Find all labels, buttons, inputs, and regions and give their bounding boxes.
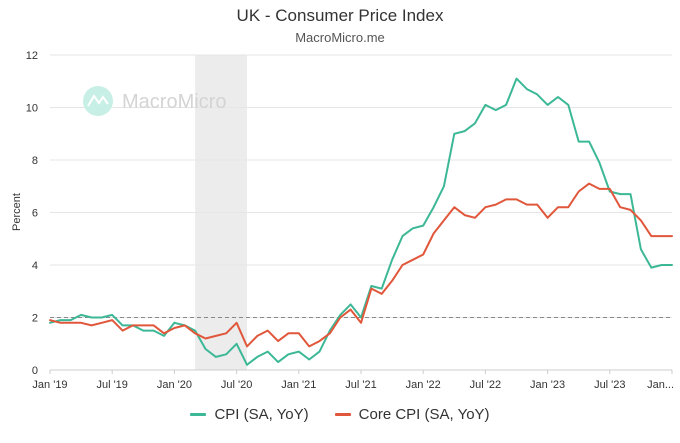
x-tick-label: Jan '20 [157,379,192,391]
legend-item-cpi[interactable]: CPI (SA, YoY) [190,406,309,423]
series-line-cpi [49,77,673,366]
legend-label-core-cpi: Core CPI (SA, YoY) [358,406,490,423]
y-axis-label: Percent [11,193,23,231]
x-tick-label: Jan... [647,379,674,391]
x-tick-label: Jul '23 [594,379,625,391]
y-tick-label: 12 [26,50,38,62]
x-tick-label: Jul '21 [345,379,376,391]
x-tick-label: Jan '21 [281,379,316,391]
legend-label-cpi: CPI (SA, YoY) [214,406,309,423]
y-tick-label: 0 [32,365,38,377]
y-tick-label: 4 [32,260,38,272]
chart-subtitle: MacroMicro.me [295,30,385,45]
series-line-core-cpi [49,182,673,348]
chart-title: UK - Consumer Price Index [236,6,444,25]
x-tick-label: Jan '22 [406,379,441,391]
legend-swatch-core-cpi [334,413,351,416]
legend-swatch-cpi [190,413,207,416]
x-tick-label: Jul '22 [470,379,501,391]
x-tick-label: Jul '20 [221,379,252,391]
legend: CPI (SA, YoY) Core CPI (SA, YoY) [0,406,680,423]
y-tick-label: 2 [32,313,38,325]
legend-item-core-cpi[interactable]: Core CPI (SA, YoY) [334,406,490,423]
x-tick-label: Jan '23 [530,379,565,391]
watermark: MacroMicro [83,86,226,116]
y-tick-label: 6 [32,208,38,220]
y-tick-label: 10 [26,103,38,115]
x-tick-label: Jul '19 [96,379,127,391]
x-tick-label: Jan '19 [32,379,67,391]
watermark-logo-mark [87,94,109,107]
y-tick-label: 8 [32,155,38,167]
watermark-text: MacroMicro [122,91,226,113]
